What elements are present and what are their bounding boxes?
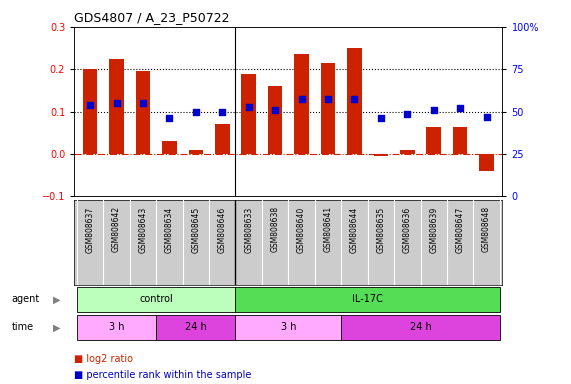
Text: GSM808641: GSM808641 — [324, 206, 332, 252]
Text: GDS4807 / A_23_P50722: GDS4807 / A_23_P50722 — [74, 11, 230, 24]
Text: ■ percentile rank within the sample: ■ percentile rank within the sample — [74, 370, 252, 380]
Bar — [109, 59, 124, 154]
Bar — [479, 154, 494, 171]
Bar — [347, 48, 361, 154]
Point — [376, 115, 385, 121]
Point — [429, 106, 439, 113]
Bar — [215, 124, 230, 154]
Bar — [427, 126, 441, 154]
Point — [218, 109, 227, 115]
Text: GSM808635: GSM808635 — [376, 206, 385, 253]
Bar — [373, 154, 388, 156]
Point — [297, 96, 306, 102]
Bar — [453, 126, 468, 154]
Text: GSM808637: GSM808637 — [86, 206, 95, 253]
Point — [244, 104, 254, 111]
Text: 24 h: 24 h — [409, 322, 432, 332]
Bar — [294, 55, 309, 154]
Text: GSM808639: GSM808639 — [429, 206, 439, 253]
Point — [350, 96, 359, 102]
Bar — [162, 141, 176, 154]
Bar — [400, 150, 415, 154]
Text: ▶: ▶ — [53, 322, 61, 332]
Bar — [242, 73, 256, 154]
Bar — [235, 315, 341, 340]
Text: control: control — [139, 294, 173, 304]
Text: time: time — [11, 322, 34, 332]
Point — [271, 106, 280, 113]
Point — [482, 114, 491, 120]
Point — [456, 105, 465, 111]
Bar — [341, 315, 500, 340]
Bar — [77, 315, 156, 340]
Point — [165, 115, 174, 121]
Text: 3 h: 3 h — [280, 322, 296, 332]
Text: ■ log2 ratio: ■ log2 ratio — [74, 354, 133, 364]
Text: 3 h: 3 h — [109, 322, 124, 332]
Text: GSM808647: GSM808647 — [456, 206, 465, 253]
Text: GSM808640: GSM808640 — [297, 206, 306, 253]
Point — [112, 100, 121, 106]
Bar — [83, 69, 98, 154]
Bar — [136, 71, 150, 154]
Text: GSM808633: GSM808633 — [244, 206, 253, 253]
Point — [323, 96, 332, 102]
Bar — [188, 150, 203, 154]
Text: GSM808636: GSM808636 — [403, 206, 412, 253]
Text: 24 h: 24 h — [185, 322, 207, 332]
Text: GSM808645: GSM808645 — [191, 206, 200, 253]
Point — [138, 100, 147, 106]
Point — [191, 109, 200, 115]
Bar — [77, 287, 235, 312]
Text: agent: agent — [11, 294, 39, 304]
Text: GSM808634: GSM808634 — [165, 206, 174, 253]
Bar — [235, 287, 500, 312]
Text: GSM808638: GSM808638 — [271, 206, 280, 252]
Text: GSM808642: GSM808642 — [112, 206, 121, 252]
Text: IL-17C: IL-17C — [352, 294, 383, 304]
Bar — [321, 63, 335, 154]
Text: GSM808643: GSM808643 — [138, 206, 147, 253]
Point — [86, 102, 95, 108]
Bar — [156, 315, 235, 340]
Point — [403, 111, 412, 117]
Text: GSM808648: GSM808648 — [482, 206, 491, 252]
Text: ▶: ▶ — [53, 294, 61, 304]
Text: GSM808646: GSM808646 — [218, 206, 227, 253]
Text: GSM808644: GSM808644 — [350, 206, 359, 253]
Bar — [268, 86, 283, 154]
